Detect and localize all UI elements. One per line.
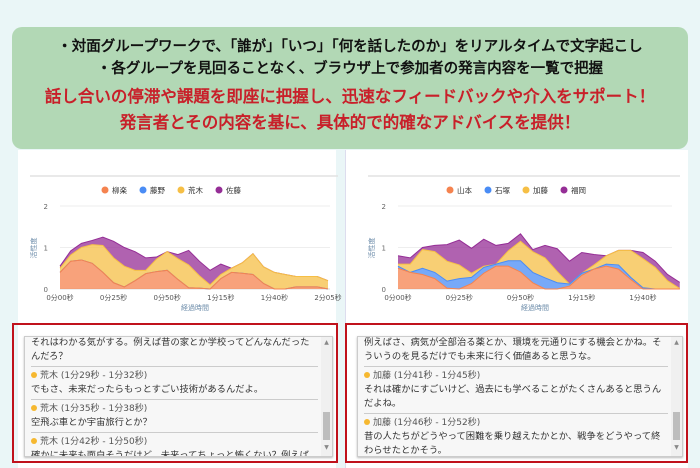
transcript-entry: 荒木 (1分29秒 - 1分32秒) でもさ、未来だったらもっとすごい技術があるん… [31, 367, 318, 400]
transcript-entry: 荒木 (1分35秒 - 1分38秒) 空飛ぶ車とか宇宙旅行とか？ [31, 400, 318, 433]
banner-line-4: 発言者とその内容を基に、具体的で的確なアドバイスを提供！ [119, 113, 581, 132]
transcript-text: 空飛ぶ車とか宇宙旅行とか？ [31, 417, 152, 428]
speaker-label: 荒木 (1分42秒 - 1分50秒) [40, 437, 148, 447]
scroll-up-icon[interactable]: ▲ [324, 339, 329, 346]
transcript-list-right[interactable]: 例えばさ、病気が全部治る薬とか、環境を元通りにする機会とかね。そういうのを見るだ… [357, 336, 683, 457]
speaker-dot-icon [364, 372, 370, 378]
scrollbar-thumb[interactable] [673, 412, 680, 440]
feature-banner: ・対面グループワークで、「誰が」「いつ」「何を話したのか」をリアルタイムで文字起… [12, 27, 688, 149]
transcript-text: 確かに未来も面白そうだけど、未来ってちょっと怖くない？例えば地球が住めなくなって… [31, 450, 309, 457]
transcript-text: でもさ、未来だったらもっとすごい技術があるんだよ。 [31, 384, 264, 395]
speaker-label: 加藤 (1分41秒 - 1分45秒) [373, 371, 481, 381]
scroll-down-icon[interactable]: ▼ [674, 444, 679, 451]
scrollbar[interactable]: ▲ ▼ [671, 337, 682, 456]
transcript-highlight-left: それはわかる気がする。例えば昔の家とか学校ってどんなんだったんだろ？ 荒木 (1… [12, 323, 338, 463]
speaker-label: 加藤 (1分46秒 - 1分52秒) [373, 418, 481, 428]
speaker-dot-icon [31, 372, 37, 378]
scroll-down-icon[interactable]: ▼ [324, 444, 329, 451]
transcript-text: 例えばさ、病気が全部治る薬とか、環境を元通りにする機会とかね。そういうのを見るだ… [364, 337, 662, 362]
transcript-text: それはわかる気がする。例えば昔の家とか学校ってどんなんだったんだろ？ [31, 337, 310, 362]
transcript-entry: 加藤 (1分41秒 - 1分45秒) それは確かにすごいけど、過去にも学べることが… [364, 367, 668, 414]
banner-line-3: 話し合いの停滞や課題を即座に把握し、迅速なフィードバックや介入をサポート！ [44, 87, 656, 106]
scroll-up-icon[interactable]: ▲ [674, 339, 679, 346]
scrollbar-thumb[interactable] [323, 412, 330, 440]
speaker-dot-icon [31, 438, 37, 444]
speaker-label: 荒木 (1分35秒 - 1分38秒) [40, 404, 148, 414]
banner-line-2: ・各グループを見回ることなく、ブラウザ上で参加者の発言内容を一覧で把握 [96, 61, 604, 77]
transcript-list-left[interactable]: それはわかる気がする。例えば昔の家とか学校ってどんなんだったんだろ？ 荒木 (1… [24, 336, 333, 457]
transcript-text: 昔の人たちがどうやって困難を乗り越えたかとか、戦争をどうやって終わらせたとかそう… [364, 431, 661, 456]
banner-line-1: ・対面グループワークで、「誰が」「いつ」「何を話したのか」をリアルタイムで文字起… [57, 39, 643, 55]
speaker-dot-icon [364, 419, 370, 425]
transcript-entry: 荒木 (1分42秒 - 1分50秒) 確かに未来も面白そうだけど、未来ってちょっと… [31, 433, 318, 457]
transcript-text: それは確かにすごいけど、過去にも学べることがたくさんあると思うんだよね。 [364, 384, 662, 409]
transcript-highlight-right: 例えばさ、病気が全部治る薬とか、環境を元通りにする機会とかね。そういうのを見るだ… [345, 323, 688, 463]
speaker-dot-icon [31, 405, 37, 411]
transcript-entry: 加藤 (1分46秒 - 1分52秒) 昔の人たちがどうやって困難を乗り越えたかとか… [364, 414, 668, 456]
speaker-label: 荒木 (1分29秒 - 1分32秒) [40, 371, 148, 381]
scrollbar[interactable]: ▲ ▼ [321, 337, 332, 456]
